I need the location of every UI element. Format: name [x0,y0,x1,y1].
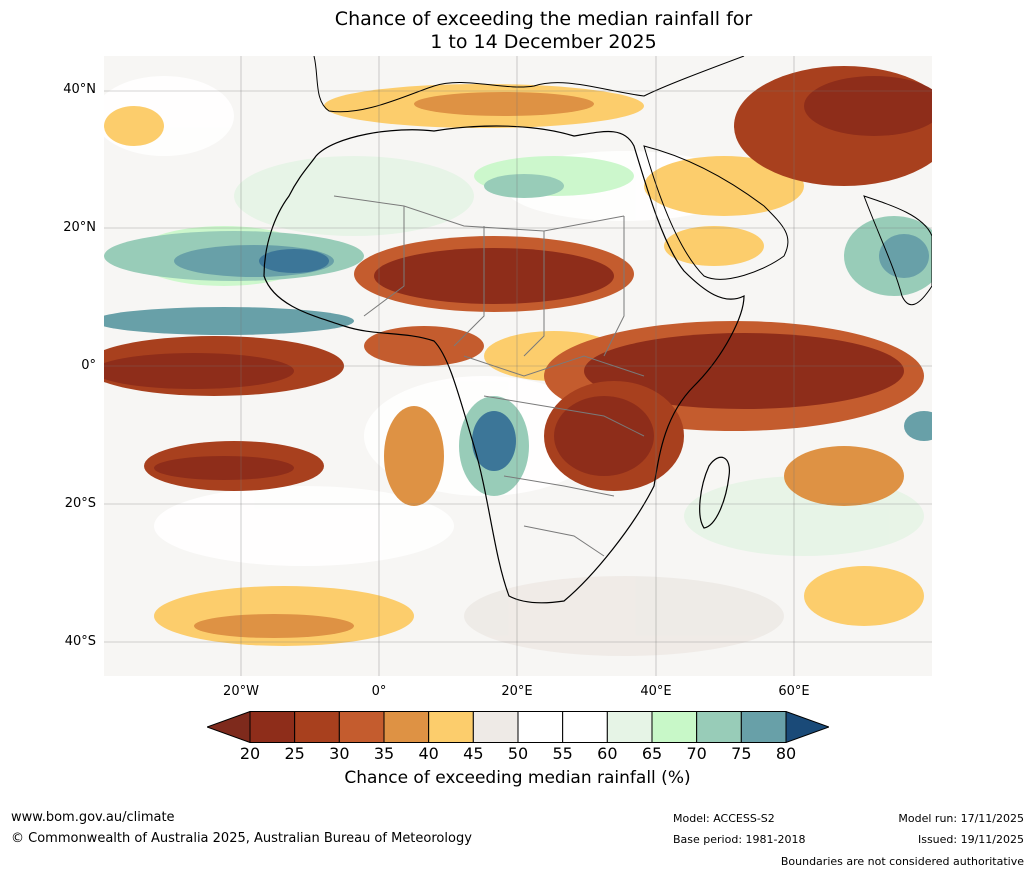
lon-label-20e: 20°E [501,684,533,699]
title-line-2: 1 to 14 December 2025 [430,31,657,53]
lat-label-40n: 40°N [63,82,96,97]
title-line-1: Chance of exceeding the median rainfall … [334,8,753,30]
colorbar-tick-label: 55 [552,744,573,763]
issued-date: Issued: 19/11/2025 [917,833,1024,846]
lat-label-20s: 20°S [64,496,96,511]
colorbar-segment-35-40 [383,711,430,743]
colorbar-over-arrow [785,711,829,743]
europe-coastline [313,56,745,113]
model-name: Model: ACCESS-S2 [673,812,775,825]
colorbar-segment-50-55 [517,711,564,743]
colorbar-segment-40-45 [428,711,474,743]
lon-label-0: 0° [371,684,387,699]
colorbar-tick-label: 50 [507,744,529,763]
colorbar-tick-label: 65 [641,744,663,763]
copyright-notice: © Commonwealth of Australia 2025, Austra… [11,831,472,846]
colorbar-tick-label: 80 [775,744,797,763]
colorbar-segment-25-30 [294,711,340,743]
lon-label-20w: 20°W [223,684,259,699]
lat-label-0: 0° [81,358,96,373]
colorbar-segment-20-25 [249,711,296,743]
colorbar-under-arrow [207,711,251,743]
rainfall-map [104,56,932,676]
colorbar-tick-label: 70 [686,744,707,763]
india-coastline [863,195,932,306]
colorbar-tick-label: 40 [418,744,439,763]
website-url[interactable]: www.bom.gov.au/climate [11,810,175,825]
lat-label-20n: 20°N [63,220,96,235]
colorbar-segment-65-70 [651,711,698,743]
africa-coastline [263,125,745,604]
boundary-disclaimer: Boundaries are not considered authoritat… [780,855,1024,868]
colorbar-label: Chance of exceeding median rainfall (%) [344,768,691,788]
low-chance-zones [104,84,924,646]
colorbar-tick-label: 35 [373,744,395,763]
colorbar-segment-75-80 [740,711,787,743]
lon-label-60e: 60°E [778,684,810,699]
lat-label-40s: 40°S [64,634,96,649]
colorbar-tick-label: 60 [597,744,618,763]
arabia-coastline [643,145,789,280]
colorbar-segment-45-50 [472,711,519,743]
colorbar-tick-label: 20 [239,744,261,763]
lon-label-40e: 40°E [640,684,672,699]
graticule [104,56,932,676]
model-run-date: Model run: 17/11/2025 [898,812,1024,825]
colorbar [207,711,829,743]
colorbar-tick-label: 45 [463,744,484,763]
map-svg [104,56,932,676]
madagascar-coastline [699,456,731,529]
colorbar-tick-label: 25 [284,744,305,763]
colorbar-segment-55-60 [562,711,608,743]
country-borders [333,195,645,557]
colorbar-segment-60-65 [606,711,653,743]
colorbar-tick-label: 75 [731,744,752,763]
base-period: Base period: 1981-2018 [673,833,806,846]
colorbar-tick-label: 30 [329,744,350,763]
colorbar-segment-70-75 [696,711,742,743]
colorbar-segment-30-35 [338,711,385,743]
chart-title: Chance of exceeding the median rainfall … [0,8,1035,54]
